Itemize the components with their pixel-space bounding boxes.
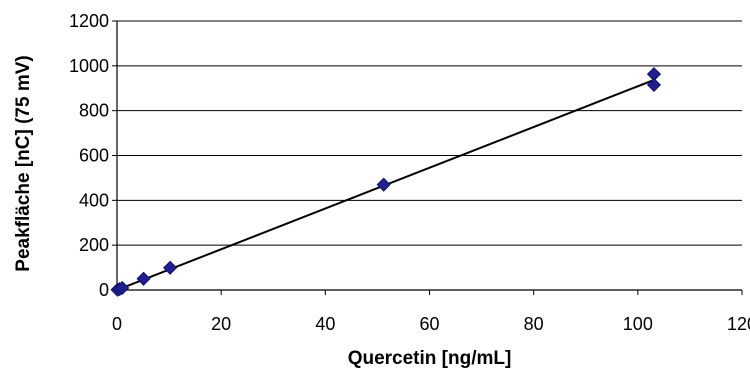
data-point (163, 260, 178, 275)
x-axis-title: Quercetin [ng/mL] (348, 348, 512, 369)
tick-marks (112, 20, 743, 295)
data-points (110, 67, 662, 297)
data-point (136, 271, 151, 286)
data-point (646, 77, 662, 92)
gridlines (117, 20, 742, 246)
x-tick-label: 60 (419, 314, 439, 334)
y-tick-labels: 0 200 400 600 800 1000 1200 (69, 11, 109, 300)
x-tick-labels: 0 20 40 60 80 100 120 (112, 314, 750, 334)
x-tick-label: 0 (112, 314, 122, 334)
x-tick-label: 100 (623, 314, 653, 334)
y-tick-label: 600 (79, 146, 109, 166)
y-tick-label: 0 (99, 280, 109, 300)
y-tick-label: 400 (79, 190, 109, 210)
y-tick-label: 1200 (69, 11, 109, 31)
y-tick-label: 200 (79, 235, 109, 255)
data-point (376, 177, 391, 192)
x-tick-label: 20 (211, 314, 231, 334)
data-point (115, 280, 130, 296)
x-tick-label: 40 (315, 314, 335, 334)
x-tick-label: 80 (524, 314, 544, 334)
x-tick-label: 120 (727, 314, 750, 334)
y-tick-label: 1000 (69, 56, 109, 76)
y-axis-title: Peakfläche [nC] (75 mV) (13, 55, 34, 271)
y-tick-label: 800 (79, 101, 109, 121)
